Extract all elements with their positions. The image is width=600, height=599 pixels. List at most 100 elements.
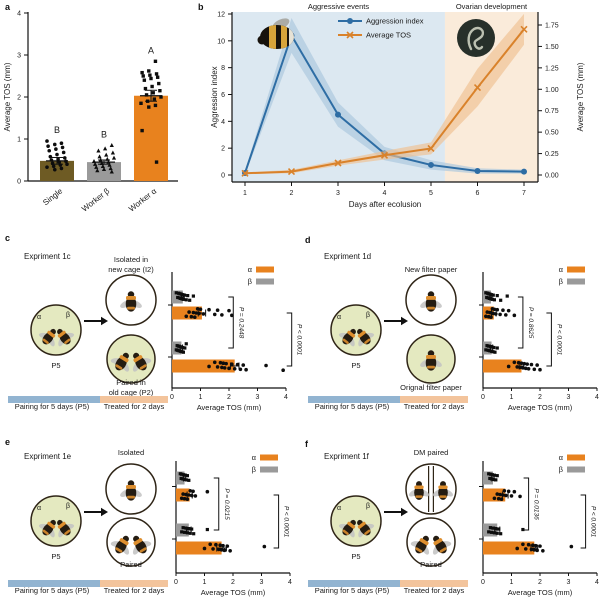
legend: αβ (559, 453, 585, 474)
bee-icon (338, 519, 356, 538)
svg-text:4: 4 (221, 119, 225, 126)
panel-a: a 0 1 2 3 4 Average TOS (mm) B Single B Worker β A… (0, 0, 210, 228)
bar-group-α-1 (483, 488, 522, 502)
bar-group-α-2 (172, 359, 285, 373)
arrow-icon (384, 316, 408, 326)
legend-label: β (248, 277, 253, 286)
bar-group-α-1 (172, 306, 234, 320)
bar-group-β-1 (172, 290, 195, 304)
timeline-pairing-label: Pairing for 5 days (P5) (315, 402, 390, 411)
panel-a-chart: 0 1 2 3 4 Average TOS (mm) B Single B Worker β A Wo… (3, 11, 178, 214)
treatment-caption: Paired (420, 560, 442, 569)
bee-icon (132, 535, 152, 555)
svg-text:1: 1 (199, 394, 203, 401)
p-value-label: P = 0.0136 (533, 488, 540, 520)
bee-icon (433, 481, 453, 500)
treatment-caption: New filter paper (405, 265, 458, 274)
treatment-caption: old cage (P2) (109, 388, 154, 397)
timeline: Pairing for 5 days (P5) Treated for 2 day… (8, 396, 168, 411)
treatment-caption: Orignal filter paper (400, 383, 462, 392)
x-axis-label: Days after ecolusion (349, 200, 421, 209)
svg-text:1.00: 1.00 (545, 87, 559, 94)
svg-text:3: 3 (567, 394, 571, 401)
beta-label: β (366, 503, 370, 510)
panel-experiment-1e: e Expriment 1e α β P5 Isolated Paired Pairing … (0, 409, 300, 599)
treatment-cage-1: Isolated (105, 448, 157, 515)
alpha-label: α (337, 314, 341, 321)
bar-group-α-2 (483, 541, 574, 555)
legend-swatch (256, 278, 274, 285)
scatter-points (91, 143, 117, 174)
legend: Aggression index Average TOS (338, 17, 424, 40)
svg-text:4: 4 (288, 579, 292, 586)
svg-text:1.75: 1.75 (545, 23, 559, 30)
bar-group-α-1 (176, 488, 210, 502)
bar (172, 341, 182, 355)
panel-label-c: c (5, 233, 11, 243)
bee-icon (432, 535, 452, 555)
svg-text:1: 1 (510, 579, 514, 586)
svg-text:2: 2 (231, 579, 235, 586)
left-axis-label: Aggression index (210, 66, 219, 127)
legend-label: Average TOS (366, 31, 411, 40)
treatment-caption: Paired in (116, 378, 146, 387)
bee-icon (57, 519, 75, 538)
source-caption: P5 (351, 361, 360, 370)
alpha-label: α (37, 314, 41, 321)
bee-icon (420, 350, 442, 371)
svg-text:1.50: 1.50 (545, 44, 559, 51)
svg-text:12: 12 (217, 12, 225, 19)
bee-icon (110, 352, 130, 372)
scatter-points (515, 542, 574, 553)
bar-group-β-2 (483, 341, 499, 355)
svg-text:1: 1 (17, 137, 21, 144)
experiment-title: Expriment 1e (24, 452, 72, 461)
svg-text:0: 0 (170, 394, 174, 401)
source-caption: P5 (351, 552, 360, 561)
beta-label: β (366, 312, 370, 319)
treatment-cage-2: Paired (406, 517, 456, 569)
treatment-caption: Isolated in (114, 255, 148, 264)
bee-icon (409, 481, 429, 500)
panel-label-b: b (198, 2, 204, 12)
legend-label: β (252, 465, 257, 474)
p-value-label: P < 0.0001 (283, 506, 290, 538)
timeline-pairing-bar (308, 580, 400, 587)
bar-group-Worker β: B (87, 129, 121, 181)
scatter-points (484, 307, 517, 319)
svg-text:3: 3 (260, 579, 264, 586)
bar (483, 359, 522, 373)
timeline: Pairing for 5 days (P5) Treated for 2 day… (308, 396, 468, 411)
bar-group-α-2 (176, 541, 267, 555)
cage-circle (330, 495, 382, 547)
bar-group-α-1 (483, 306, 517, 320)
panel-label-a: a (5, 2, 11, 12)
bee-icon (110, 535, 130, 555)
svg-text:4: 4 (17, 11, 21, 18)
svg-text:2: 2 (538, 579, 542, 586)
bar-group-β-2 (172, 341, 188, 355)
legend-swatch (567, 266, 585, 273)
region-title: Aggressive events (308, 2, 370, 11)
right-axis-label: Average TOS (mm) (576, 62, 585, 131)
bee-icon (38, 328, 56, 347)
svg-text:0: 0 (174, 579, 178, 586)
p-value-label: P = 0.2448 (237, 307, 244, 339)
significance-bracket: P < 0.0001 (273, 494, 290, 549)
scatter-points (179, 489, 210, 501)
timeline-pairing-label: Pairing for 5 days (P5) (315, 586, 390, 595)
bee-icon (420, 291, 442, 312)
x-axis-label: Average TOS (mm) (508, 403, 573, 412)
treatment-cage-1: DM paired (405, 448, 457, 515)
timeline-treated-label: Treated for 2 days (104, 586, 165, 595)
bar-group-β-2 (176, 523, 209, 537)
cage-circle (406, 517, 456, 567)
significance-bracket: P < 0.0001 (580, 494, 597, 549)
bar (40, 160, 74, 181)
svg-text:3: 3 (336, 190, 340, 197)
svg-text:1: 1 (510, 394, 514, 401)
p-value-label: P < 0.0001 (590, 506, 597, 538)
panel-b: b Aggressive events Ovarian development 0 2… (198, 0, 600, 228)
